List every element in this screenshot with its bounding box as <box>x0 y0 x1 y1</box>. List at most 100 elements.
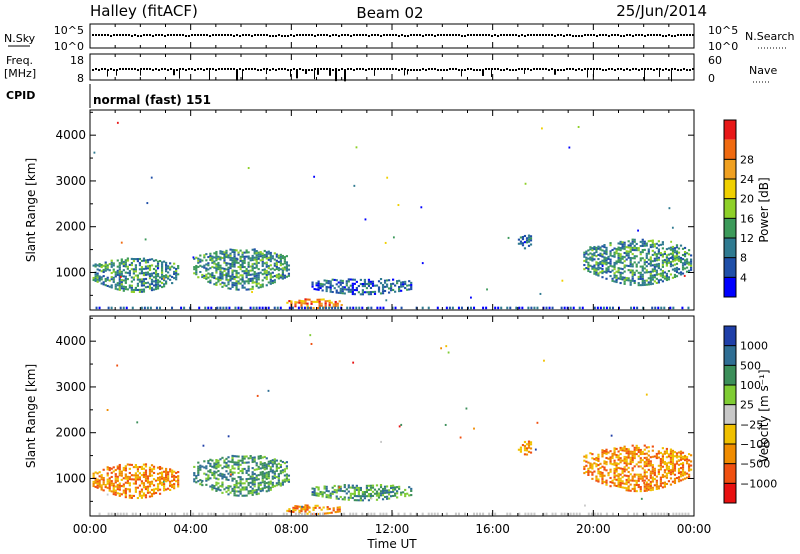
echo-cell <box>231 479 234 482</box>
echo-cell <box>209 258 212 261</box>
echo-cell <box>639 459 642 462</box>
echo-cell <box>267 460 270 463</box>
echo-cell <box>605 448 608 451</box>
echo-cell <box>255 306 258 310</box>
echo-cell <box>144 471 148 474</box>
echo-cell <box>659 468 662 471</box>
echo-cell <box>669 265 673 268</box>
echo-cell <box>197 259 200 262</box>
echo-cell <box>142 259 146 262</box>
echo-cell <box>209 252 212 255</box>
echo-cell <box>613 474 616 477</box>
echo-cell <box>267 267 270 270</box>
echo-cell <box>257 484 260 487</box>
echo-cell <box>301 505 303 508</box>
echo-cell <box>587 512 590 516</box>
echo-cell <box>338 508 341 511</box>
echo-cell <box>162 485 166 488</box>
echo-cell <box>681 451 685 454</box>
echo-cell <box>331 490 334 493</box>
echo-cell <box>169 480 172 483</box>
echo-cell <box>629 265 632 268</box>
echo-cell <box>329 286 332 289</box>
echo-cell <box>689 460 693 463</box>
echo-cell <box>277 466 280 469</box>
echo-cell <box>635 463 638 466</box>
echo-cell <box>671 460 675 463</box>
echo-cell <box>639 461 642 464</box>
echo-cell <box>267 464 270 467</box>
echo-cell <box>311 285 314 288</box>
echo-cell <box>164 474 168 477</box>
echo-cell <box>317 494 320 497</box>
echo-cell <box>263 462 266 465</box>
echo-cell <box>607 268 610 271</box>
echo-cell <box>661 265 664 268</box>
echo-cell <box>275 276 278 279</box>
echo-cell <box>243 270 246 273</box>
echo-cell <box>106 284 109 287</box>
echo-cell <box>263 262 266 265</box>
echo-cell <box>110 284 113 287</box>
echo-cell <box>687 463 691 466</box>
echo-cell <box>381 492 385 495</box>
echo-cell <box>148 466 152 469</box>
echo-cell <box>621 471 624 475</box>
echo-cell <box>233 259 236 262</box>
echo-cell <box>243 455 246 458</box>
echo-cell <box>245 267 248 271</box>
echo-cell <box>102 275 105 278</box>
echo-cell <box>171 512 174 516</box>
echo-cell <box>597 253 600 256</box>
echo-cell <box>364 218 367 221</box>
echo-cell <box>619 277 622 280</box>
echo-cell <box>235 272 238 275</box>
echo-cell <box>527 238 531 241</box>
echo-cell <box>120 493 123 496</box>
freq-point <box>104 68 106 70</box>
echo-cell <box>306 304 309 307</box>
echo-cell <box>603 260 606 263</box>
echo-cell <box>110 471 113 474</box>
echo-cell <box>215 265 218 268</box>
nsky-point <box>401 34 403 36</box>
echo-cell <box>219 458 222 461</box>
echo-cell <box>124 465 127 468</box>
echo-cell <box>156 281 160 284</box>
echo-cell <box>255 276 258 279</box>
echo-cell <box>685 270 689 273</box>
echo-cell <box>341 281 344 284</box>
echo-cell <box>659 462 662 465</box>
echo-cell <box>158 465 162 469</box>
echo-cell <box>529 443 533 446</box>
echo-cell <box>585 256 588 259</box>
echo-cell <box>283 256 286 259</box>
echo-cell <box>241 251 244 254</box>
echo-cell <box>144 277 148 280</box>
echo-cell <box>269 274 272 277</box>
echo-cell <box>353 488 356 491</box>
echo-cell <box>675 244 679 247</box>
echo-cell <box>625 279 628 282</box>
colorbar-tick-label: 16 <box>740 212 754 225</box>
echo-cell <box>615 464 618 467</box>
echo-cell <box>207 512 210 516</box>
echo-cell <box>675 252 679 255</box>
echo-cell <box>619 257 622 260</box>
echo-cell <box>197 465 200 468</box>
nsky-point <box>146 34 148 36</box>
echo-cell <box>621 245 624 248</box>
echo-cell <box>209 458 212 461</box>
echo-cell <box>665 482 669 485</box>
echo-cell <box>193 272 196 275</box>
echo-cell <box>659 478 662 481</box>
echo-cell <box>523 241 527 244</box>
echo-cell <box>225 464 228 467</box>
echo-cell <box>265 465 268 468</box>
echo-cell <box>318 506 321 509</box>
echo-cell <box>209 275 212 278</box>
echo-cell <box>661 243 664 246</box>
echo-cell <box>337 306 340 310</box>
echo-cell <box>128 484 131 487</box>
echo-cell <box>521 238 525 241</box>
